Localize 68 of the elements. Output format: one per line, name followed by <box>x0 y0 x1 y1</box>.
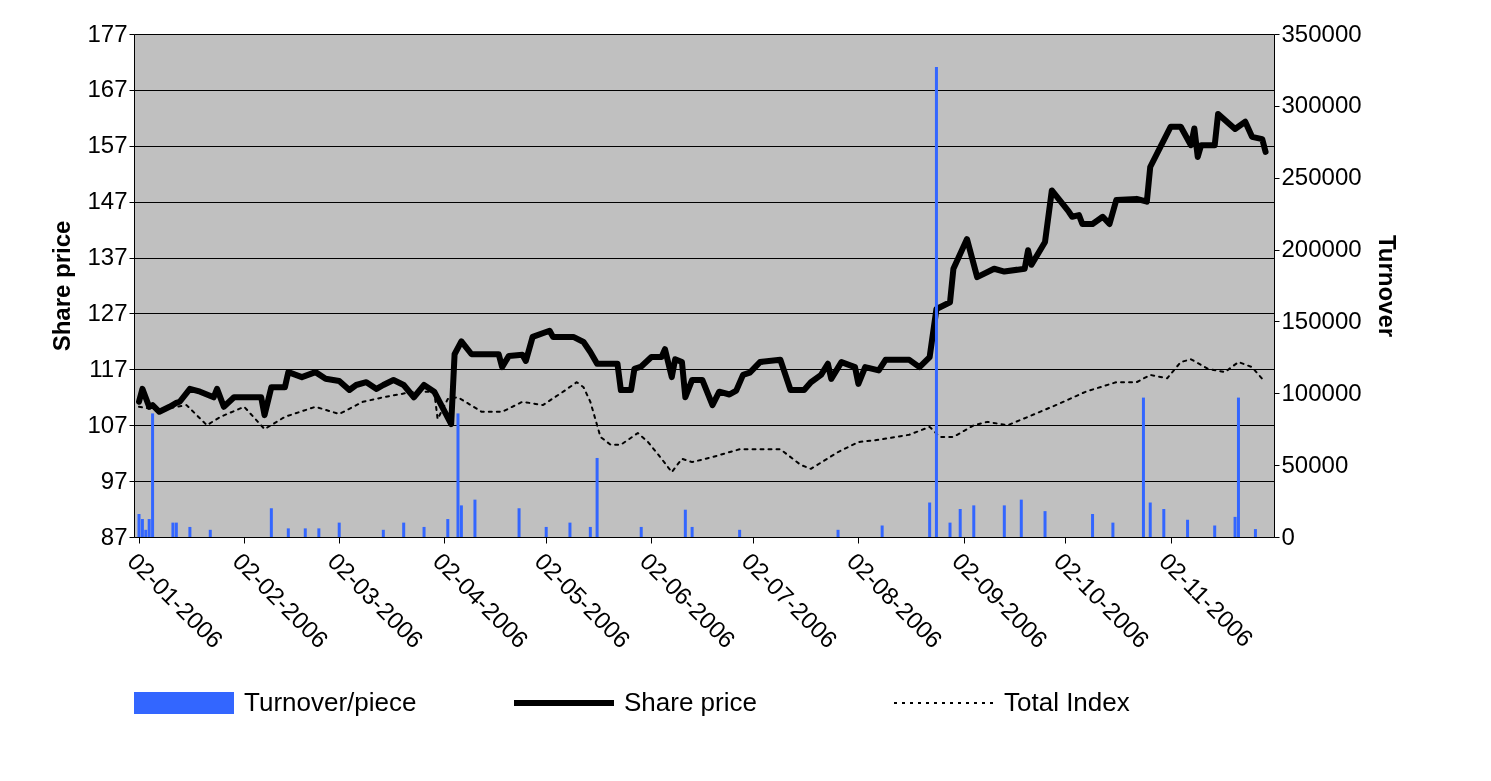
y-tick-label: 137 <box>87 243 128 271</box>
y2-tick-label: 100000 <box>1281 378 1362 406</box>
y-axis-title: Share price <box>48 220 76 352</box>
legend-label: Share price <box>624 687 757 717</box>
bar <box>1186 519 1190 537</box>
y2-tick-label: 350000 <box>1281 19 1362 47</box>
y-tick-label: 167 <box>87 75 128 103</box>
bar <box>188 526 192 537</box>
bar <box>1091 514 1095 537</box>
y2-tick-label: 0 <box>1281 522 1295 550</box>
bar <box>690 526 694 537</box>
bar <box>1236 397 1240 537</box>
bar <box>473 499 477 537</box>
bar <box>151 413 155 537</box>
bar <box>517 508 521 537</box>
bar <box>595 457 599 537</box>
y-tick-label: 97 <box>100 466 128 494</box>
bar <box>303 528 307 537</box>
bar <box>286 528 290 537</box>
y2-tick-label: 300000 <box>1281 91 1362 119</box>
y-tick-label: 147 <box>87 187 128 215</box>
bar <box>446 519 450 537</box>
y-tick-label: 157 <box>87 131 128 159</box>
y2-axis-title: Turnover <box>1373 234 1401 338</box>
bar <box>422 526 426 537</box>
bar <box>683 509 687 537</box>
bar <box>934 67 938 537</box>
bar <box>1019 499 1023 537</box>
bar <box>402 522 406 537</box>
bar <box>456 413 460 537</box>
bar <box>174 522 178 537</box>
legend-label: Total Index <box>1004 687 1130 717</box>
bar <box>544 526 548 537</box>
bar <box>1111 522 1115 537</box>
bar <box>208 529 212 537</box>
bar <box>639 526 643 537</box>
bar <box>836 529 840 537</box>
bar <box>588 526 592 537</box>
bar <box>337 522 341 537</box>
y2-tick-label: 50000 <box>1281 450 1349 478</box>
bar <box>171 522 175 537</box>
bar <box>317 528 321 537</box>
bar <box>928 502 932 537</box>
bar <box>1002 505 1006 537</box>
bar <box>568 522 572 537</box>
y2-tick-label: 200000 <box>1281 235 1362 263</box>
y-tick-label: 117 <box>89 354 128 382</box>
y-tick-label: 127 <box>87 298 128 326</box>
bar <box>137 514 141 537</box>
bar <box>269 508 273 537</box>
bar <box>948 522 952 537</box>
bar <box>1141 397 1145 537</box>
bar <box>1162 508 1166 537</box>
bar <box>880 525 884 537</box>
y-tick-label: 87 <box>100 522 128 550</box>
y-tick-label: 177 <box>87 19 128 47</box>
bar <box>1213 525 1217 537</box>
bar <box>1043 511 1047 537</box>
y2-tick-label: 150000 <box>1281 306 1362 334</box>
bar <box>738 529 742 537</box>
bar <box>972 505 976 537</box>
legend-label: Turnover/piece <box>244 687 417 717</box>
bar <box>1148 502 1152 537</box>
y-tick-label: 107 <box>87 410 128 438</box>
bar <box>381 529 385 537</box>
bar <box>1253 529 1257 537</box>
bar <box>958 508 962 537</box>
y2-tick-label: 250000 <box>1281 163 1362 191</box>
